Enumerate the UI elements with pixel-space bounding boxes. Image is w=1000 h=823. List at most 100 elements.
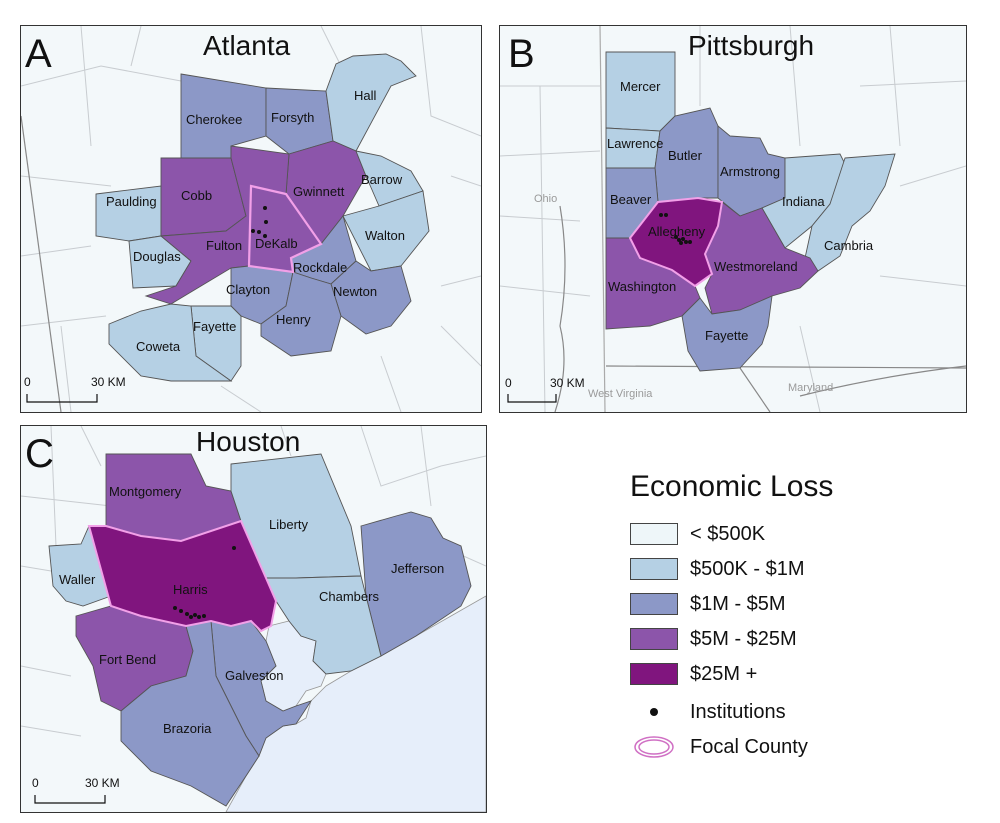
institution-marker [674,235,678,239]
county-henry [260,271,342,357]
label-butler: Butler [668,148,703,163]
pittsburgh-map: Mercer Lawrence Butler Armstrong Beaver … [500,26,966,412]
institution-marker [197,615,201,619]
institution-marker [232,546,236,550]
label-brazoria: Brazoria [163,721,212,736]
label-cobb: Cobb [181,188,212,203]
focal-county-outline [87,519,278,633]
label-fayette: Fayette [193,319,236,334]
state-label-ohio: Ohio [534,193,557,205]
houston-county-labels: Montgomery Liberty Jefferson Waller Harr… [59,484,444,736]
pittsburgh-county-labels: Mercer Lawrence Butler Armstrong Beaver … [607,79,874,343]
label-clayton: Clayton [226,282,270,297]
label-harris: Harris [173,582,208,597]
background-county-lines [21,426,486,737]
institution-marker [688,240,692,244]
county-chambers [265,575,382,675]
legend-row-5m-25m: $5M - $25M [630,625,797,653]
panel-title-atlanta: Atlanta [203,30,291,61]
legend-label: $25M + [690,662,758,685]
legend-label: $5M - $25M [690,627,797,650]
label-forsyth: Forsyth [271,110,314,125]
map-legend: Economic Loss < $500K $500K - $1M $1M - … [628,470,958,770]
institution-dot-icon [630,708,678,716]
label-chambers: Chambers [319,589,379,604]
institution-marker [263,206,267,210]
atlanta-map-panel: Cherokee Forsyth Hall Paulding Cobb Gwin… [20,25,482,413]
institution-marker [681,237,685,241]
scale-zero: 0 [505,376,512,390]
atlanta-map: Cherokee Forsyth Hall Paulding Cobb Gwin… [21,26,481,412]
institution-marker [185,612,189,616]
atlanta-counties [95,53,430,382]
focal-county-outline [628,196,724,288]
county-westmoreland [704,201,819,315]
scale-zero: 0 [32,776,39,790]
label-rockdale: Rockdale [293,260,347,275]
institution-marker [664,213,668,217]
label-beaver: Beaver [610,192,652,207]
panel-letter-b: B [508,32,535,76]
institution-marker [257,230,261,234]
label-fort-bend: Fort Bend [99,652,156,667]
label-galveston: Galveston [225,668,284,683]
legend-row-institutions: Institutions [630,698,786,726]
panel-title-houston: Houston [196,426,301,457]
label-liberty: Liberty [269,517,309,532]
legend-label: $500K - $1M [690,557,805,580]
legend-label: Institutions [690,700,786,723]
label-newton: Newton [333,284,377,299]
label-coweta: Coweta [136,339,181,354]
focal-county-ring-icon [634,736,674,758]
legend-swatch [630,628,678,650]
label-cambria: Cambria [824,238,874,253]
label-douglas: Douglas [133,249,181,264]
focal-county-outline [247,184,323,274]
label-indiana: Indiana [782,194,825,209]
institution-marker [263,234,267,238]
institution-marker [251,229,255,233]
scale-bar: 0 30 KM [505,376,585,403]
scale-bar: 0 30 KM [32,776,120,804]
label-armstrong: Armstrong [720,164,780,179]
houston-map: Montgomery Liberty Jefferson Waller Harr… [21,426,486,812]
institution-marker [189,615,193,619]
background-county-lines [21,26,481,412]
institution-marker [193,613,197,617]
label-montgomery: Montgomery [109,484,182,499]
atlanta-county-labels: Cherokee Forsyth Hall Paulding Cobb Gwin… [106,88,405,354]
legend-swatch [630,523,678,545]
label-washington: Washington [608,279,676,294]
panel-letter-a: A [25,32,52,76]
county-cambria [804,153,896,272]
scale-zero: 0 [24,375,31,389]
legend-row-25m-plus: $25M + [630,660,757,688]
legend-swatch [630,593,678,615]
label-paulding: Paulding [106,194,157,209]
legend-swatch [630,663,678,685]
label-lawrence: Lawrence [607,136,663,151]
label-cherokee: Cherokee [186,112,242,127]
label-hall: Hall [354,88,377,103]
county-coweta [108,303,233,382]
label-gwinnett: Gwinnett [293,184,345,199]
label-westmoreland: Westmoreland [714,259,798,274]
label-fulton: Fulton [206,238,242,253]
pittsburgh-counties [605,51,896,372]
state-label-west-virginia: West Virginia [588,388,653,400]
scale-distance: 30 KM [91,375,126,389]
label-waller: Waller [59,572,96,587]
state-label-maryland: Maryland [788,382,833,394]
legend-swatch [630,558,678,580]
label-fayette: Fayette [705,328,748,343]
label-jefferson: Jefferson [391,561,444,576]
scale-bar: 0 30 KM [24,375,126,403]
legend-label: $1M - $5M [690,592,786,615]
institution-marker [659,213,663,217]
label-barrow: Barrow [361,172,403,187]
county-fayette [681,295,773,372]
legend-row-500k-1m: $500K - $1M [630,555,805,583]
pittsburgh-map-panel: Mercer Lawrence Butler Armstrong Beaver … [499,25,967,413]
houston-counties [48,453,472,807]
label-mercer: Mercer [620,79,661,94]
